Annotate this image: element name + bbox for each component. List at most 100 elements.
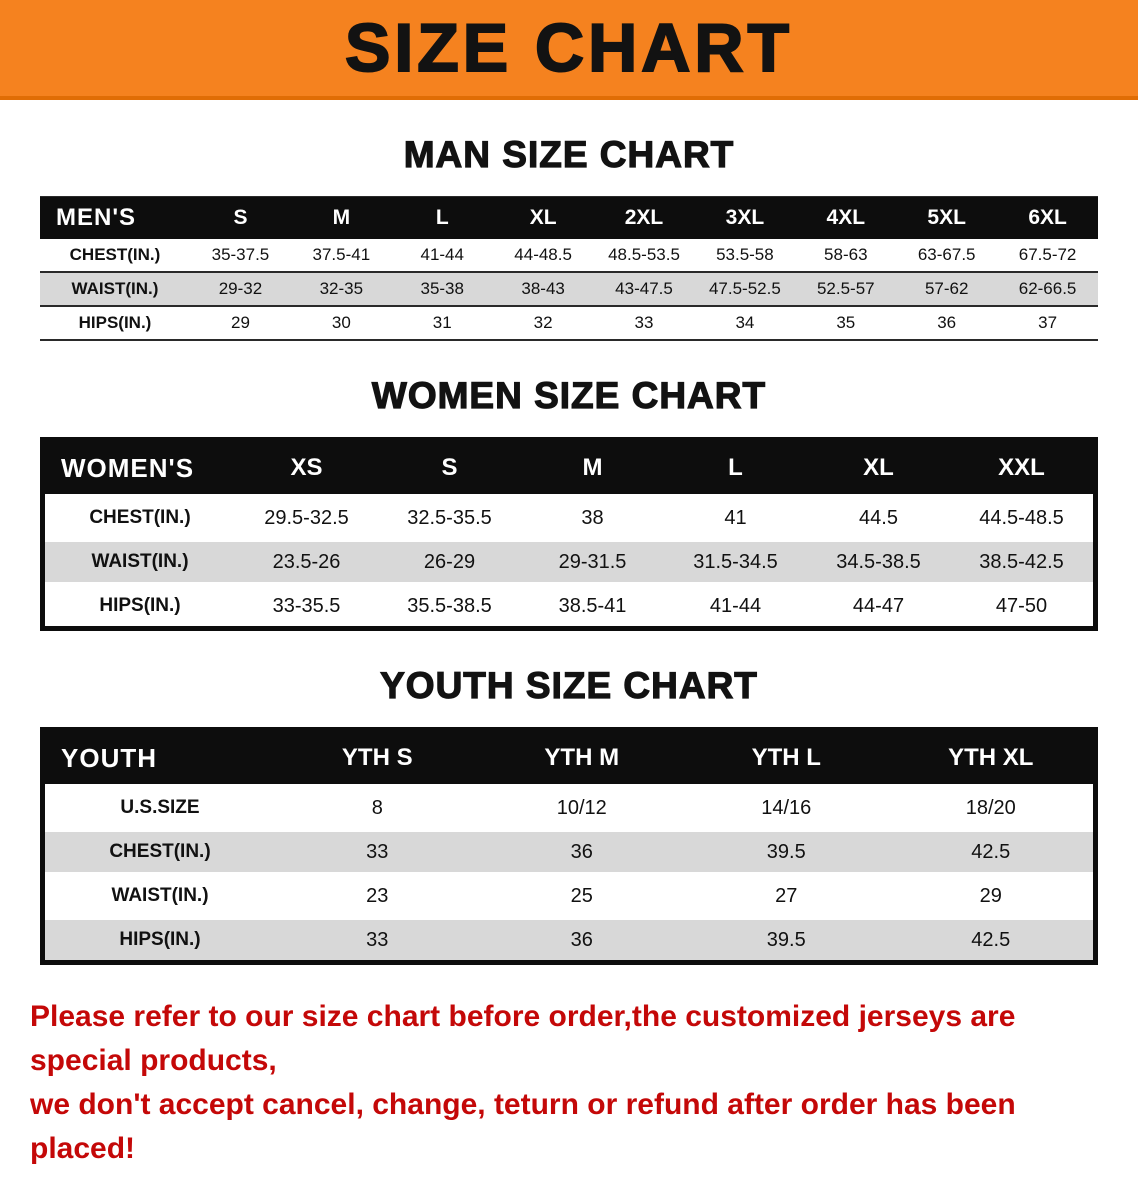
row-label: HIPS(IN.) bbox=[119, 929, 201, 950]
man-size-table: MEN'S S M L XL 2XL 3XL 4XL 5XL 6XL CHEST(IN.) 35-37… bbox=[40, 196, 1098, 341]
row-label: WAIST(IN.) bbox=[91, 551, 189, 572]
table-title-cell: MEN'S bbox=[56, 204, 137, 231]
table-row: U.S.SIZE 8 10/12 14/16 18/20 bbox=[45, 784, 1093, 828]
cell-value: 23 bbox=[366, 884, 389, 907]
table-row: WAIST(IN.) 29-32 32-35 35-38 38-43 43-47.5 47.… bbox=[40, 273, 1098, 307]
cell-value: 38 bbox=[581, 506, 604, 529]
cell-value: 32.5-35.5 bbox=[407, 506, 492, 529]
cell-value: 8 bbox=[371, 796, 383, 819]
cell-value: 29 bbox=[230, 313, 250, 332]
cell-value: 33-35.5 bbox=[272, 594, 341, 617]
table-title-cell: WOMEN'S bbox=[61, 452, 195, 483]
cell-value: 53.5-58 bbox=[716, 245, 774, 264]
column-header: YTH M bbox=[544, 744, 620, 771]
cell-value: 33 bbox=[366, 840, 389, 863]
cell-value: 38.5-41 bbox=[558, 594, 627, 617]
cell-value: 30 bbox=[331, 313, 351, 332]
column-header: YTH L bbox=[751, 744, 821, 771]
table-header-row: MEN'S S M L XL 2XL 3XL 4XL 5XL 6XL bbox=[40, 197, 1098, 239]
column-header: M bbox=[582, 454, 603, 481]
cell-value: 41-44 bbox=[420, 245, 464, 264]
cell-value: 62-66.5 bbox=[1018, 279, 1077, 298]
table-title-cell: YOUTH bbox=[61, 742, 157, 773]
women-size-table: WOMEN'S XS S M L XL XXL CHEST(IN.) 29.5-32.5 32.5… bbox=[40, 437, 1098, 631]
cell-value: 41 bbox=[724, 506, 747, 529]
cell-value: 29.5-32.5 bbox=[264, 506, 349, 529]
footer-disclaimer-line1: Please refer to our size chart before or… bbox=[30, 1000, 1016, 1077]
column-header: L bbox=[728, 454, 743, 481]
cell-value: 31 bbox=[432, 313, 452, 332]
women-size-section: WOMEN SIZE CHART WOMEN'S XS S M L XL XXL CHEST(… bbox=[0, 374, 1138, 631]
table-row: CHEST(IN.) 35-37.5 37.5-41 41-44 44-48.5 48.5… bbox=[40, 239, 1098, 273]
cell-value: 37 bbox=[1038, 313, 1058, 332]
column-header: XS bbox=[290, 454, 323, 481]
cell-value: 44-47 bbox=[852, 594, 905, 617]
cell-value: 42.5 bbox=[971, 840, 1011, 863]
row-label: WAIST(IN.) bbox=[111, 885, 209, 906]
cell-value: 14/16 bbox=[761, 796, 812, 819]
youth-size-table: YOUTH YTH S YTH M YTH L YTH XL U.S.SIZE 8 10/12… bbox=[40, 727, 1098, 965]
cell-value: 35 bbox=[836, 313, 856, 332]
column-header: XXL bbox=[998, 454, 1045, 481]
cell-value: 29-32 bbox=[218, 279, 263, 298]
row-label: U.S.SIZE bbox=[120, 797, 200, 818]
table-row: WAIST(IN.) 23 25 27 29 bbox=[45, 872, 1093, 916]
row-label: CHEST(IN.) bbox=[89, 507, 191, 528]
cell-value: 39.5 bbox=[766, 928, 806, 951]
cell-value: 25 bbox=[570, 884, 593, 907]
women-size-heading: WOMEN SIZE CHART bbox=[371, 374, 767, 416]
cell-value: 23.5-26 bbox=[272, 550, 341, 573]
cell-value: 18/20 bbox=[965, 796, 1016, 819]
cell-value: 67.5-72 bbox=[1018, 245, 1077, 264]
column-header: L bbox=[435, 206, 449, 229]
cell-value: 36 bbox=[937, 313, 957, 332]
cell-value: 10/12 bbox=[556, 796, 607, 819]
cell-value: 38-43 bbox=[521, 279, 565, 298]
cell-value: 52.5-57 bbox=[816, 279, 875, 298]
man-size-section: MAN SIZE CHART MEN'S S M L XL 2XL 3XL 4XL 5XL 6XL… bbox=[0, 133, 1138, 341]
youth-size-heading: YOUTH SIZE CHART bbox=[380, 664, 758, 706]
row-label: HIPS(IN.) bbox=[78, 313, 152, 332]
cell-value: 29-31.5 bbox=[558, 550, 627, 573]
size-chart-banner: SIZE CHART bbox=[0, 0, 1138, 100]
cell-value: 35.5-38.5 bbox=[407, 594, 492, 617]
row-label: WAIST(IN.) bbox=[71, 279, 159, 298]
table-row: WAIST(IN.) 23.5-26 26-29 29-31.5 31.5-34.5 34… bbox=[45, 538, 1093, 582]
youth-size-section: YOUTH SIZE CHART YOUTH YTH S YTH M YTH L YTH… bbox=[0, 664, 1138, 965]
cell-value: 38.5-42.5 bbox=[979, 550, 1064, 573]
cell-value: 57-62 bbox=[924, 279, 969, 298]
footer-disclaimer: Please refer to our size chart before or… bbox=[0, 995, 1138, 1191]
banner-title: SIZE CHART bbox=[344, 9, 793, 87]
column-header: 4XL bbox=[826, 206, 866, 229]
cell-value: 36 bbox=[570, 840, 593, 863]
cell-value: 26-29 bbox=[423, 550, 476, 573]
column-header: YTH S bbox=[341, 744, 413, 771]
cell-value: 37.5-41 bbox=[312, 245, 371, 264]
column-header: XL bbox=[529, 206, 557, 229]
cell-value: 43-47.5 bbox=[615, 279, 673, 298]
footer-disclaimer-line2: we don't accept cancel, change, teturn o… bbox=[30, 1088, 1016, 1165]
table-row: CHEST(IN.) 33 36 39.5 42.5 bbox=[45, 828, 1093, 872]
row-label: HIPS(IN.) bbox=[99, 595, 181, 616]
table-row: CHEST(IN.) 29.5-32.5 32.5-35.5 38 41 44.5 44.5… bbox=[45, 494, 1093, 538]
cell-value: 32-35 bbox=[319, 279, 364, 298]
cell-value: 41-44 bbox=[709, 594, 762, 617]
cell-value: 39.5 bbox=[766, 840, 806, 863]
cell-value: 34 bbox=[735, 313, 755, 332]
cell-value: 32 bbox=[533, 313, 553, 332]
row-label: CHEST(IN.) bbox=[109, 841, 211, 862]
cell-value: 44.5-48.5 bbox=[979, 506, 1064, 529]
column-header: YTH XL bbox=[948, 744, 1034, 771]
column-header: S bbox=[233, 206, 248, 229]
column-header: XL bbox=[863, 454, 894, 481]
column-header: S bbox=[441, 454, 458, 481]
cell-value: 63-67.5 bbox=[917, 245, 976, 264]
cell-value: 33 bbox=[366, 928, 389, 951]
column-header: M bbox=[332, 206, 351, 229]
cell-value: 35-37.5 bbox=[211, 245, 270, 264]
cell-value: 34.5-38.5 bbox=[836, 550, 921, 573]
table-header-row: WOMEN'S XS S M L XL XXL bbox=[45, 442, 1093, 494]
cell-value: 42.5 bbox=[971, 928, 1011, 951]
column-header: 3XL bbox=[725, 206, 765, 229]
cell-value: 48.5-53.5 bbox=[608, 245, 680, 264]
